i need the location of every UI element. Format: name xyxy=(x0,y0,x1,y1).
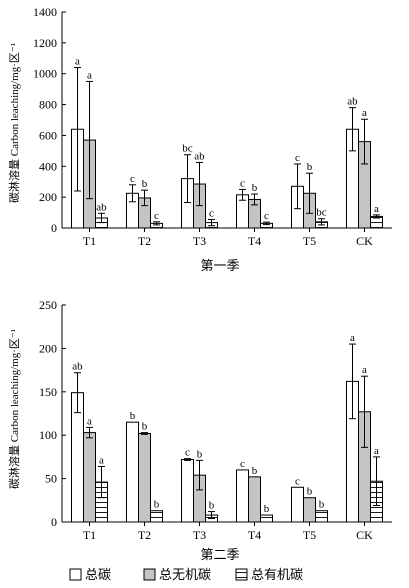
legend-label-inorganic-carbon: 总无机碳 xyxy=(159,567,211,582)
y-tick-label: 1200 xyxy=(33,36,57,50)
x-tick-label: T2 xyxy=(138,234,151,248)
y-tick-label: 150 xyxy=(39,385,57,399)
x-tick-label: T4 xyxy=(248,234,261,248)
x-tick-label: T3 xyxy=(193,528,206,542)
x-tick-label: T1 xyxy=(83,528,96,542)
significance-letter: a xyxy=(75,56,80,68)
x-tick-label: CK xyxy=(356,234,373,248)
significance-letter: a xyxy=(99,454,104,466)
significance-letter: c xyxy=(130,173,135,185)
x-tick-label: T5 xyxy=(303,528,316,542)
significance-letter: c xyxy=(209,208,214,220)
significance-letter: bc xyxy=(182,143,193,155)
x-tick-label: T4 xyxy=(248,528,261,542)
x-tick-label: T2 xyxy=(138,528,151,542)
y-tick-label: 50 xyxy=(45,472,57,486)
x-tick-label: T3 xyxy=(193,234,206,248)
bar-total-carbon-t4 xyxy=(236,469,249,523)
significance-letter: b xyxy=(130,410,136,422)
bar-organic-carbon-t2 xyxy=(150,510,163,523)
y-tick-label: 200 xyxy=(39,341,57,355)
y-tick-label: 800 xyxy=(39,98,57,112)
bar-inorganic-carbon-t1 xyxy=(83,432,96,523)
significance-letter: c xyxy=(185,447,190,459)
significance-letter: b xyxy=(142,178,148,190)
significance-letter: c xyxy=(295,152,300,164)
bar-total-carbon-t3 xyxy=(181,459,194,523)
legend-label-organic-carbon: 总有机碳 xyxy=(251,567,303,582)
x-tick-label: T1 xyxy=(83,234,96,248)
significance-letter: c xyxy=(154,210,159,222)
significance-letter: c xyxy=(295,475,300,487)
y-axis-label-1: 碳淋溶量 Carbon leaching/mg·区⁻¹ xyxy=(7,43,21,203)
significance-letter: b xyxy=(319,499,325,511)
significance-letter: ab xyxy=(96,201,107,213)
significance-letter: a xyxy=(350,332,355,344)
significance-letter: ab xyxy=(72,361,83,373)
significance-letter: c xyxy=(264,210,269,222)
legend-label-total-carbon: 总碳 xyxy=(85,567,111,582)
y-tick-label: 0 xyxy=(51,515,57,529)
y-tick-label: 1400 xyxy=(33,5,57,19)
y-axis-label-2: 碳淋溶量 Carbon leaching/mg·区⁻¹ xyxy=(7,329,21,489)
y-tick-label: 200 xyxy=(39,190,57,204)
bar-inorganic-carbon-t4 xyxy=(248,476,261,523)
significance-letter: b xyxy=(264,503,270,515)
y-tick-label: 600 xyxy=(39,128,57,142)
bar-total-carbon-t2 xyxy=(126,421,139,523)
bar-inorganic-carbon-t2 xyxy=(138,432,151,523)
significance-letter: a xyxy=(362,364,367,376)
significance-letter: b xyxy=(142,421,148,433)
significance-letter: a xyxy=(362,107,367,119)
significance-letter: c xyxy=(240,458,245,470)
significance-letter: b xyxy=(252,465,258,477)
significance-letter: ab xyxy=(194,150,205,162)
legend-swatch-organic-carbon xyxy=(235,568,248,581)
y-tick-label: 0 xyxy=(51,221,57,235)
panel-label-1: 第一季 xyxy=(200,258,239,273)
y-tick-label: 100 xyxy=(39,428,57,442)
significance-letter: b xyxy=(307,486,313,498)
legend-swatch-inorganic-carbon xyxy=(143,568,156,581)
x-tick-label: CK xyxy=(356,528,373,542)
significance-letter: b xyxy=(154,499,160,511)
significance-letter: b xyxy=(307,161,313,173)
y-tick-label: 400 xyxy=(39,159,57,173)
legend-swatch-total-carbon xyxy=(69,568,82,581)
significance-letter: b xyxy=(252,182,258,194)
significance-letter: b xyxy=(197,448,203,460)
bar-inorganic-carbon-t5 xyxy=(303,497,316,523)
y-tick-label: 250 xyxy=(39,298,57,312)
legend: 总碳 总无机碳 总有机碳 xyxy=(69,567,303,582)
bar-organic-carbon-t5 xyxy=(315,510,328,523)
significance-letter: bc xyxy=(316,207,327,219)
significance-letter: c xyxy=(240,177,245,189)
significance-letter: a xyxy=(87,415,92,427)
y-tick-label: 1000 xyxy=(33,67,57,81)
x-tick-label: T5 xyxy=(303,234,316,248)
significance-letter: a xyxy=(87,69,92,81)
significance-letter: b xyxy=(209,500,215,512)
significance-letter: a xyxy=(374,445,379,457)
significance-letter: ab xyxy=(347,96,358,108)
panel-label-2: 第二季 xyxy=(200,547,239,562)
bar-organic-carbon-t4 xyxy=(260,514,273,523)
bar-total-carbon-t5 xyxy=(291,486,304,523)
significance-letter: a xyxy=(374,203,379,215)
